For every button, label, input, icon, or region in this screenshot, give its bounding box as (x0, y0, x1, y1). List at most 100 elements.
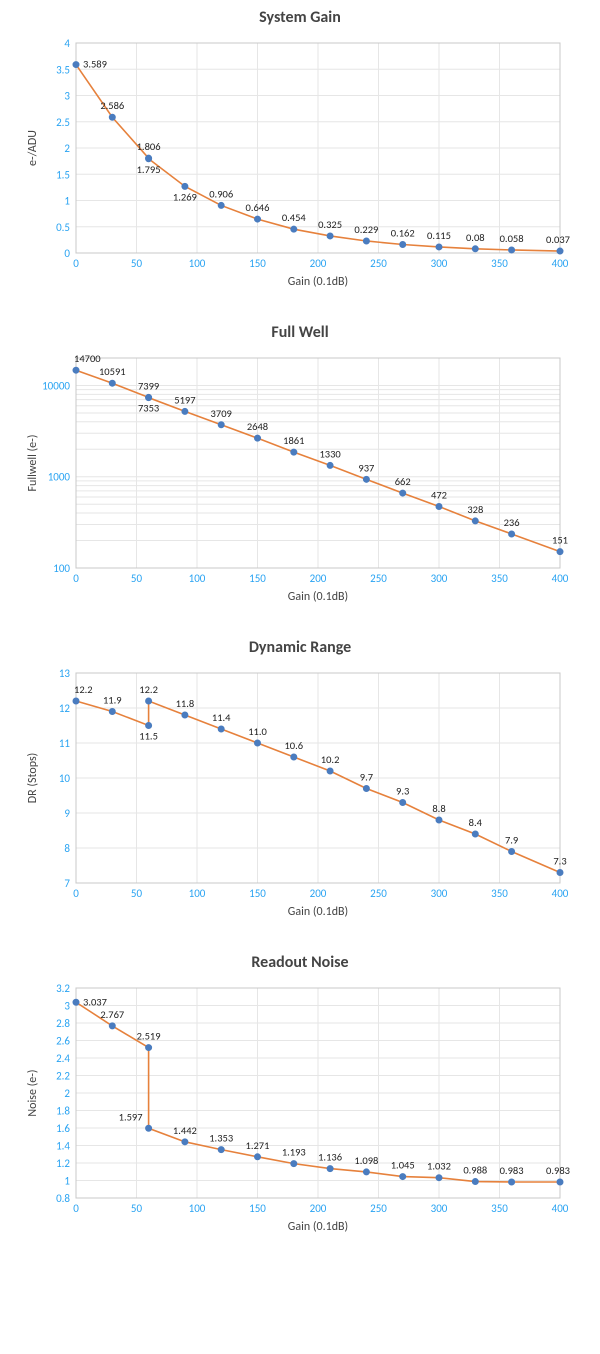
data-label: 1.271 (246, 1139, 270, 1152)
y-tick-label: 1.2 (56, 1157, 70, 1170)
x-tick-label: 200 (310, 1202, 327, 1215)
x-tick-label: 50 (131, 1202, 143, 1215)
y-tick-label: 1000 (48, 471, 71, 484)
data-label: 472 (431, 488, 447, 501)
data-point (557, 870, 563, 876)
y-tick-label: 8 (64, 842, 70, 855)
x-tick-label: 150 (249, 1202, 266, 1215)
charts-page: System Gain 05010015020025030035040000.5… (0, 8, 600, 1278)
chart-title: Full Well (10, 323, 590, 342)
data-label: 0.162 (391, 226, 415, 239)
data-point (557, 248, 563, 254)
data-point (291, 449, 297, 455)
data-label: 3.037 (83, 995, 107, 1008)
data-label: 1861 (283, 434, 304, 447)
x-tick-label: 100 (189, 257, 206, 270)
x-tick-label: 250 (370, 572, 387, 585)
y-tick-label: 11 (59, 737, 71, 750)
data-point (218, 726, 224, 732)
y-tick-label: 3.5 (56, 63, 70, 76)
data-label: 662 (395, 475, 411, 488)
data-label: 2.519 (137, 1030, 161, 1043)
x-tick-label: 400 (552, 257, 569, 270)
data-point (436, 817, 442, 823)
data-label: 3.589 (83, 58, 107, 71)
y-tick-label: 2.2 (56, 1070, 70, 1083)
data-point (146, 1125, 152, 1131)
x-tick-label: 300 (431, 1202, 448, 1215)
y-tick-label: 0.8 (56, 1192, 70, 1205)
data-point (218, 422, 224, 428)
data-point (400, 800, 406, 806)
y-tick-label: 7 (64, 877, 70, 890)
data-label: 1.045 (391, 1159, 415, 1172)
data-label: 3709 (211, 407, 232, 420)
data-label: 0.988 (463, 1164, 487, 1177)
data-label: 0.058 (500, 232, 524, 245)
data-label: 7.3 (553, 855, 566, 868)
x-tick-label: 150 (249, 257, 266, 270)
data-label: 11.5 (139, 730, 158, 743)
data-point (327, 233, 333, 239)
data-point (218, 1147, 224, 1153)
y-tick-label: 9 (64, 807, 70, 820)
data-label: 1.269 (173, 190, 197, 203)
data-label: 9.3 (396, 785, 409, 798)
y-tick-label: 1.6 (56, 1122, 70, 1135)
y-tick-label: 2.6 (56, 1035, 70, 1048)
data-point (327, 1166, 333, 1172)
data-label: 1.806 (137, 140, 161, 153)
data-label: 1330 (319, 447, 341, 460)
data-point (73, 698, 79, 704)
data-label: 7399 (138, 379, 159, 392)
data-label: 11.9 (103, 694, 122, 707)
data-point (146, 723, 152, 729)
data-label: 1.597 (119, 1110, 143, 1123)
data-point (472, 1179, 478, 1185)
data-label: 1.795 (137, 163, 161, 176)
y-tick-label: 12 (59, 702, 71, 715)
data-label: 328 (467, 503, 483, 516)
x-tick-label: 200 (310, 257, 327, 270)
data-point (557, 1179, 563, 1185)
data-point (363, 1169, 369, 1175)
chart-readout-noise: Readout Noise 0501001502002503003504000.… (10, 953, 590, 1246)
data-point (255, 216, 261, 222)
y-tick-label: 1.4 (56, 1140, 70, 1153)
x-tick-label: 200 (310, 572, 327, 585)
data-point (436, 1175, 442, 1181)
data-label: 0.983 (500, 1164, 524, 1177)
data-point (291, 226, 297, 232)
y-tick-label: 4 (64, 37, 70, 50)
data-point (182, 712, 188, 718)
x-tick-label: 350 (491, 257, 508, 270)
data-label: 2.586 (100, 99, 124, 112)
data-label: 151 (552, 534, 568, 547)
y-tick-label: 2 (64, 1087, 70, 1100)
y-axis-label: Noise (e-) (26, 1069, 40, 1116)
data-point (436, 244, 442, 250)
y-tick-label: 1 (64, 1175, 70, 1188)
data-point (509, 849, 515, 855)
data-point (146, 1045, 152, 1051)
data-label: 236 (504, 516, 520, 529)
data-point (218, 202, 224, 208)
x-axis-label: Gain (0.1dB) (288, 275, 348, 289)
data-label: 1.193 (282, 1146, 306, 1159)
x-tick-label: 250 (370, 1202, 387, 1215)
data-point (472, 518, 478, 524)
x-tick-label: 300 (431, 887, 448, 900)
data-point (509, 247, 515, 253)
y-tick-label: 3.2 (56, 982, 70, 995)
data-point (182, 408, 188, 414)
chart-svg-system-gain: 05010015020025030035040000.511.522.533.5… (20, 29, 580, 301)
x-tick-label: 400 (552, 572, 569, 585)
y-axis-label: Fullwell (e-) (26, 435, 40, 492)
data-label: 10591 (99, 365, 126, 378)
data-point (73, 367, 79, 373)
y-axis-label: e-/ADU (26, 130, 40, 166)
x-tick-label: 400 (552, 1202, 569, 1215)
chart-full-well: Full Well 050100150200250300350400100100… (10, 323, 590, 616)
data-label: 10.2 (321, 753, 340, 766)
data-label: 0.325 (318, 218, 342, 231)
